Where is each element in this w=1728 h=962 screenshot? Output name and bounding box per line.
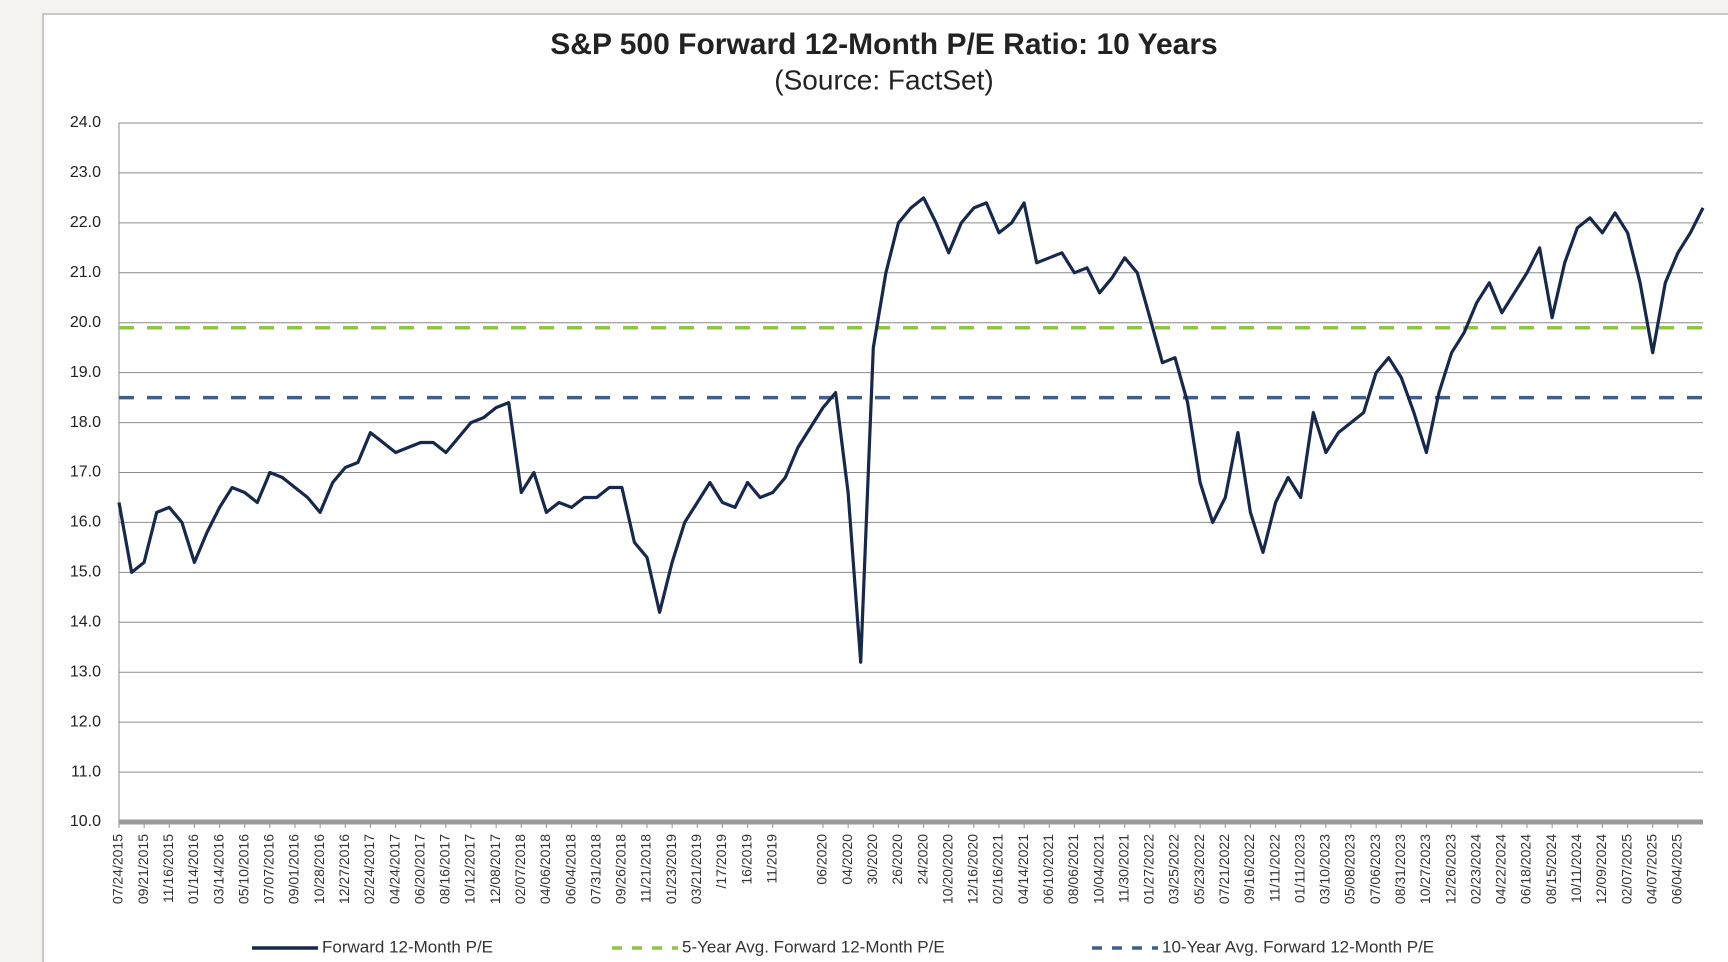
y-tick-label: 10.0 (70, 813, 101, 830)
x-tick-label: 16/2019 (738, 834, 754, 885)
y-tick-label: 23.0 (70, 164, 101, 181)
x-tick-label: 05/08/2023 (1342, 834, 1358, 904)
series-line (117, 196, 1705, 664)
chart-subtitle: (Source: FactSet) (774, 64, 993, 95)
x-tick-label: 04/06/2018 (537, 834, 553, 904)
x-tick-label: 09/16/2022 (1241, 834, 1257, 904)
x-tick-label: 12/26/2023 (1442, 834, 1458, 904)
x-tick-label: 02/07/2025 (1618, 834, 1634, 904)
x-tick-label: 09/21/2015 (135, 834, 151, 904)
x-tick-label: 11/11/2022 (1266, 834, 1282, 902)
x-tick-label: 03/10/2023 (1317, 834, 1333, 904)
x-tick-label: 03/14/2016 (210, 834, 226, 904)
x-tick-label: 03/21/2019 (688, 834, 704, 904)
x-tick-label: 06/04/2025 (1669, 834, 1685, 904)
x-tick-label: 11/21/2018 (638, 834, 654, 903)
x-tick-label: 02/23/2024 (1467, 834, 1483, 904)
x-tick-label: 10/11/2024 (1568, 834, 1584, 903)
x-tick-label: 07/24/2015 (110, 834, 126, 904)
x-tick-label: 01/11/2023 (1291, 834, 1307, 903)
x-tick-label: 10/20/2020 (939, 834, 955, 904)
x-tick-label: 08/06/2021 (1065, 834, 1081, 904)
x-tick-label: 12/16/2020 (965, 834, 981, 904)
x-tick-label: /17/2019 (713, 834, 729, 889)
y-tick-label: 17.0 (70, 464, 101, 481)
x-tick-label: 30/2020 (864, 834, 880, 885)
y-tick-label: 22.0 (70, 214, 101, 231)
x-tick-label: 10/28/2016 (311, 834, 327, 904)
chart-frame (42, 13, 1728, 962)
x-tick-label: 12/09/2024 (1593, 834, 1609, 904)
x-tick-label: 11/16/2015 (160, 834, 176, 903)
x-tick-label: 09/26/2018 (613, 834, 629, 904)
y-tick-label: 14.0 (70, 614, 101, 631)
x-tick-label: 04/22/2024 (1493, 834, 1509, 904)
chart-title: S&P 500 Forward 12-Month P/E Ratio: 10 Y… (550, 28, 1217, 61)
x-tick-label: 02/16/2021 (990, 834, 1006, 904)
x-tick-label: 02/24/2017 (361, 834, 377, 904)
legend-label: Forward 12-Month P/E (322, 937, 493, 956)
x-tick-label: 10/12/2017 (462, 834, 478, 904)
y-tick-label: 16.0 (70, 514, 101, 531)
x-tick-label: 02/07/2018 (512, 834, 528, 904)
x-tick-label: 06/18/2024 (1518, 834, 1534, 904)
x-tick-label: 08/15/2024 (1543, 834, 1559, 904)
y-tick-label: 20.0 (70, 314, 101, 331)
x-tick-label: 09/01/2016 (286, 834, 302, 904)
x-tick-label: 07/31/2018 (587, 834, 603, 904)
x-tick-label: 26/2020 (889, 834, 905, 885)
x-tick-label: 01/27/2022 (1141, 834, 1157, 904)
y-tick-label: 11.0 (71, 763, 101, 780)
x-tick-label: 10/04/2021 (1090, 834, 1106, 904)
legend-label: 5-Year Avg. Forward 12-Month P/E (682, 937, 945, 956)
x-tick-label: 24/2020 (914, 834, 930, 885)
x-tick-label: 07/21/2022 (1216, 834, 1232, 904)
y-tick-label: 24.0 (70, 114, 101, 131)
x-tick-label: 08/31/2023 (1392, 834, 1408, 904)
x-tick-label: 06/20/2017 (411, 834, 427, 904)
x-tick-label: 10/27/2023 (1417, 834, 1433, 904)
x-tick-label: 11/30/2021 (1115, 834, 1131, 903)
x-tick-label: 06/10/2021 (1040, 834, 1056, 904)
x-tick-label: 04/14/2021 (1015, 834, 1031, 904)
x-tick-label: 11/2019 (763, 834, 779, 884)
y-tick-label: 12.0 (70, 713, 101, 730)
y-tick-label: 15.0 (70, 564, 101, 581)
x-tick-label: 04/2020 (839, 834, 855, 885)
x-tick-label: 12/08/2017 (487, 834, 503, 904)
x-tick-label: 01/14/2016 (185, 834, 201, 904)
x-tick-label: 03/25/2022 (1166, 834, 1182, 904)
x-tick-label: 07/06/2023 (1367, 834, 1383, 904)
x-tick-label: 04/24/2017 (386, 834, 402, 904)
x-tick-label: 06/2020 (814, 834, 830, 885)
y-tick-label: 18.0 (70, 414, 101, 431)
x-tick-label: 06/04/2018 (562, 834, 578, 904)
x-tick-label: 04/07/2025 (1643, 834, 1659, 904)
x-tick-label: 12/27/2016 (336, 834, 352, 904)
legend-label: 10-Year Avg. Forward 12-Month P/E (1162, 937, 1434, 956)
x-tick-label: 05/10/2016 (235, 834, 251, 904)
x-tick-label: 05/23/2022 (1191, 834, 1207, 904)
x-tick-label: 01/23/2019 (663, 834, 679, 904)
x-tick-label: 08/16/2017 (437, 834, 453, 904)
y-tick-label: 13.0 (70, 663, 101, 680)
x-tick-label: 07/07/2016 (261, 834, 277, 904)
y-tick-label: 21.0 (70, 264, 101, 281)
y-tick-label: 19.0 (70, 364, 101, 381)
